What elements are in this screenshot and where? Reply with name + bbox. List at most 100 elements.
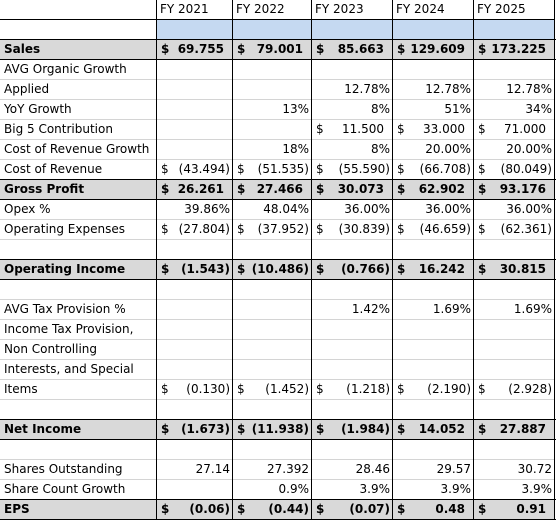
column-border — [392, 0, 393, 520]
value-cell — [233, 340, 312, 360]
value-cell: 8% — [312, 140, 393, 160]
cell-amount: (1.984) — [341, 422, 390, 436]
currency-sign: $ — [316, 382, 324, 396]
value-cell: 12.78% — [474, 80, 555, 100]
currency-sign: $ — [161, 182, 170, 196]
cell-value: 3.9% — [359, 482, 391, 496]
currency-sign: $ — [397, 122, 405, 136]
value-cell: $85.663 — [312, 40, 393, 60]
row-label: Interests, and Special — [0, 360, 157, 380]
value-cell — [474, 340, 555, 360]
value-cell: $ (1.984) — [312, 420, 393, 440]
value-cell — [157, 80, 233, 100]
currency-sign: $ — [237, 382, 245, 396]
row-label: Items — [0, 380, 157, 400]
value-cell: 27.14 — [157, 460, 233, 480]
value-cell — [157, 440, 233, 460]
cell-value: 8% — [370, 102, 390, 116]
currency-sign: $ — [478, 162, 486, 176]
currency-sign: $ — [237, 502, 246, 516]
value-cell — [157, 140, 233, 160]
column-header: FY 2025 — [474, 0, 555, 20]
value-cell — [157, 240, 233, 260]
column-header: FY 2024 — [393, 0, 474, 20]
value-cell: $173.225 — [474, 40, 555, 60]
value-cell — [312, 60, 393, 80]
value-cell: $30.815 — [474, 260, 555, 280]
value-cell — [393, 320, 474, 340]
row-border — [0, 439, 556, 440]
value-cell — [312, 340, 393, 360]
currency-sign: $ — [237, 222, 245, 236]
cell-amount: 26.261 — [177, 182, 224, 196]
row-label: Shares Outstanding — [0, 460, 157, 480]
value-cell — [393, 340, 474, 360]
currency-sign: $ — [161, 422, 170, 436]
cell-value: 3.9% — [440, 482, 472, 496]
value-cell: 13% — [233, 100, 312, 120]
value-cell: $ (30.839) — [312, 220, 393, 240]
header-cell — [0, 0, 157, 20]
value-cell — [233, 20, 312, 40]
value-cell: $11.500 — [312, 120, 393, 140]
currency-sign: $ — [397, 222, 405, 236]
value-cell — [393, 60, 474, 80]
value-cell: $14.052 — [393, 420, 474, 440]
currency-sign: $ — [237, 162, 245, 176]
cell-amount: 30.815 — [499, 262, 546, 276]
cell-amount: (0.44) — [268, 502, 309, 516]
cell-amount: (0.130) — [186, 382, 230, 396]
cell-amount: (0.766) — [341, 262, 390, 276]
value-cell: 3.9% — [474, 480, 555, 500]
value-cell — [233, 440, 312, 460]
cell-value: 12.78% — [506, 82, 552, 96]
row-label: Income Tax Provision, — [0, 320, 157, 340]
value-cell: $ (0.44) — [233, 500, 312, 520]
currency-sign: $ — [237, 422, 246, 436]
cell-value: 29.57 — [436, 462, 471, 476]
value-cell: $71.000 — [474, 120, 555, 140]
cell-amount: (1.543) — [181, 262, 230, 276]
currency-sign: $ — [161, 42, 170, 56]
value-cell — [474, 20, 555, 40]
cell-amount: 93.176 — [499, 182, 546, 196]
cell-amount: 11.500 — [342, 122, 384, 136]
cell-value: 20.00% — [506, 142, 552, 156]
row-label: Sales — [0, 40, 157, 60]
value-cell — [474, 360, 555, 380]
cell-amount: 33.000 — [423, 122, 465, 136]
value-cell — [157, 400, 233, 420]
row-border — [0, 199, 556, 200]
value-cell: $ (66.708) — [393, 160, 474, 180]
value-cell — [233, 360, 312, 380]
value-cell — [393, 280, 474, 300]
value-cell — [157, 280, 233, 300]
value-cell — [233, 80, 312, 100]
value-cell — [233, 120, 312, 140]
value-cell: $62.902 — [393, 180, 474, 200]
cell-value: 39.86% — [184, 202, 230, 216]
value-cell — [233, 300, 312, 320]
cell-amount: (11.938) — [251, 422, 309, 436]
row-border — [0, 279, 556, 280]
cell-amount: 30.073 — [337, 182, 384, 196]
currency-sign: $ — [478, 182, 487, 196]
currency-sign: $ — [161, 162, 169, 176]
column-header: FY 2022 — [233, 0, 312, 20]
value-cell — [157, 360, 233, 380]
value-cell: 0.9% — [233, 480, 312, 500]
value-cell: 20.00% — [474, 140, 555, 160]
currency-sign: $ — [316, 122, 324, 136]
value-cell — [393, 400, 474, 420]
cell-amount: (27.804) — [178, 222, 230, 236]
row-label: YoY Growth — [0, 100, 157, 120]
currency-sign: $ — [478, 422, 487, 436]
cell-amount: 85.663 — [337, 42, 384, 56]
row-border — [0, 499, 556, 500]
row-label: Gross Profit — [0, 180, 157, 200]
cell-amount: (2.928) — [508, 382, 552, 396]
value-cell: $ (1.452) — [233, 380, 312, 400]
currency-sign: $ — [316, 42, 325, 56]
value-cell: 28.46 — [312, 460, 393, 480]
